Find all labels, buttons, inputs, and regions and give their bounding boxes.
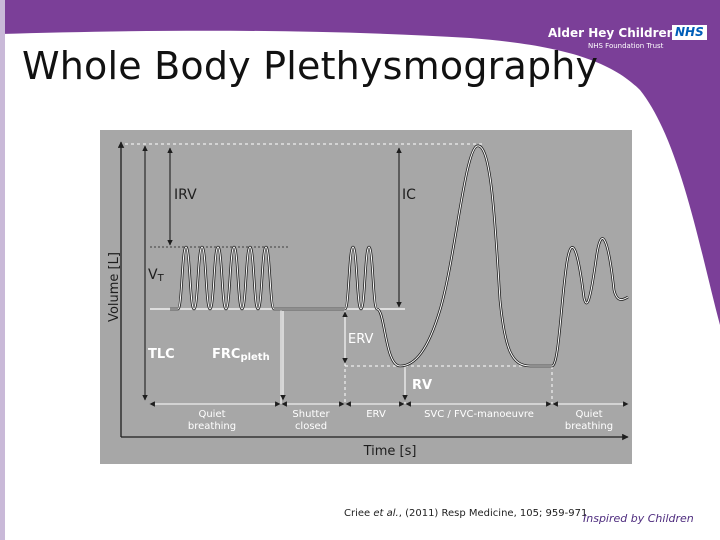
tlc-label: TLC xyxy=(148,347,175,362)
phase-label-shutter: Shutter closed xyxy=(292,409,330,432)
x-axis-title: Time [s] xyxy=(363,444,417,459)
irv-label: IRV xyxy=(174,187,197,203)
volume-trace-highlight xyxy=(170,145,629,367)
ic-label: IC xyxy=(402,187,416,203)
logo-trust: NHS Foundation Trust xyxy=(588,42,664,50)
citation-etal: et al. xyxy=(373,508,399,519)
citation-authors: Criee xyxy=(344,508,371,519)
nhs-badge: NHS xyxy=(672,25,707,40)
frc-label: FRCpleth xyxy=(212,347,270,363)
erv-label: ERV xyxy=(348,332,374,347)
plethysmography-diagram: Volume [L] Time [s] IRV IC VT TLC FRCple… xyxy=(100,130,632,464)
vt-label: VT xyxy=(148,267,165,284)
phase-label-quiet-2: Quiet breathing xyxy=(565,409,613,432)
phase-label-erv: ERV xyxy=(366,409,386,420)
trust-logo: Alder Hey Children's NHS NHS Foundation … xyxy=(548,24,708,54)
logo-name: Alder Hey Children's xyxy=(548,26,686,40)
diagram-panel xyxy=(100,130,632,464)
citation: Criee et al., (2011) Resp Medicine, 105;… xyxy=(344,508,587,519)
y-axis-title: Volume [L] xyxy=(107,252,122,322)
phase-label-svc-fvc: SVC / FVC-manoeuvre xyxy=(424,409,534,420)
phase-label-quiet-1: Quiet breathing xyxy=(188,409,236,432)
slide-title: Whole Body Plethysmography xyxy=(22,44,599,88)
rv-label: RV xyxy=(412,378,432,393)
tagline: Inspired by Children xyxy=(583,512,694,525)
citation-source: , (2011) Resp Medicine, 105; 959-971 xyxy=(398,508,588,519)
